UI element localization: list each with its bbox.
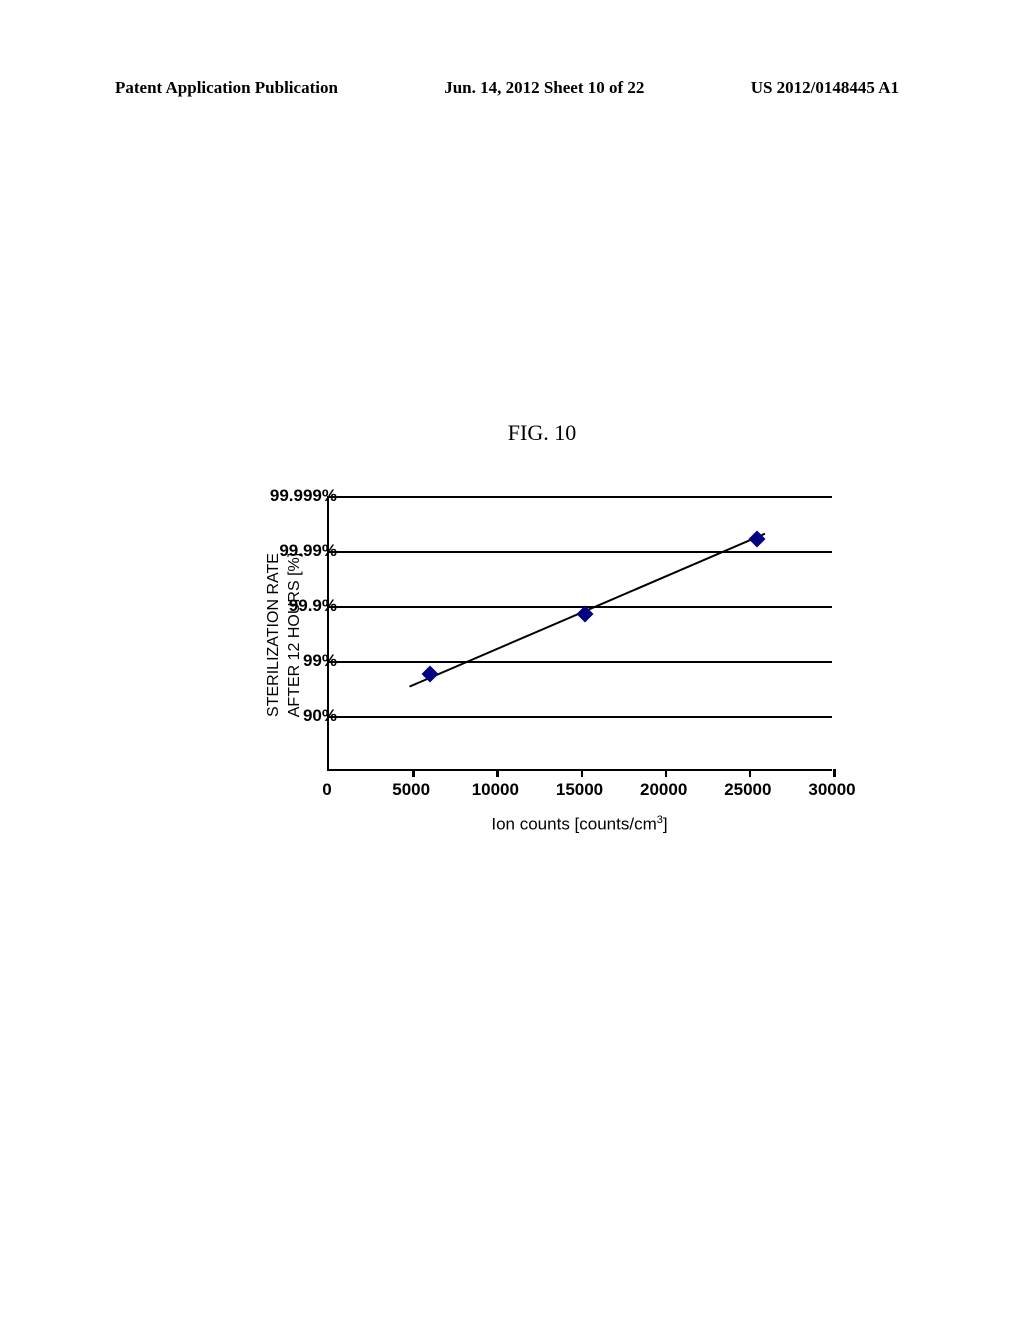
gridline (329, 716, 832, 718)
y-tick-label: 99% (207, 651, 337, 671)
x-tick (496, 769, 499, 777)
y-tick-label: 99.999% (207, 486, 337, 506)
chart-container: STERILIZATION RATE AFTER 12 HOURS [%] Io… (190, 490, 850, 870)
page-header: Patent Application Publication Jun. 14, … (0, 78, 1024, 98)
x-tick-label: 20000 (634, 780, 694, 800)
plot-area (327, 496, 832, 771)
gridline (329, 606, 832, 608)
x-tick (581, 769, 584, 777)
data-marker (576, 606, 593, 623)
y-axis-label: STERILIZATION RATE AFTER 12 HOURS [%] (264, 495, 306, 775)
gridline (329, 661, 832, 663)
y-tick-label: 90% (207, 706, 337, 726)
x-tick-label: 15000 (550, 780, 610, 800)
header-left: Patent Application Publication (115, 78, 338, 98)
x-tick (412, 769, 415, 777)
x-tick-label: 5000 (381, 780, 441, 800)
gridline (329, 551, 832, 553)
y-tick-label: 99.9% (207, 596, 337, 616)
x-tick (749, 769, 752, 777)
gridline (329, 496, 832, 498)
x-tick-label: 0 (297, 780, 357, 800)
data-marker (748, 531, 765, 548)
figure-title: FIG. 10 (508, 420, 576, 446)
x-tick (665, 769, 668, 777)
x-tick (833, 769, 836, 777)
y-tick-label: 99.99% (207, 541, 337, 561)
header-center: Jun. 14, 2012 Sheet 10 of 22 (444, 78, 644, 98)
header-right: US 2012/0148445 A1 (751, 78, 899, 98)
x-tick-label: 10000 (465, 780, 525, 800)
x-tick-label: 30000 (802, 780, 862, 800)
x-axis-label: Ion counts [counts/cm3] (327, 814, 832, 835)
x-tick-label: 25000 (718, 780, 778, 800)
data-marker (422, 666, 439, 683)
